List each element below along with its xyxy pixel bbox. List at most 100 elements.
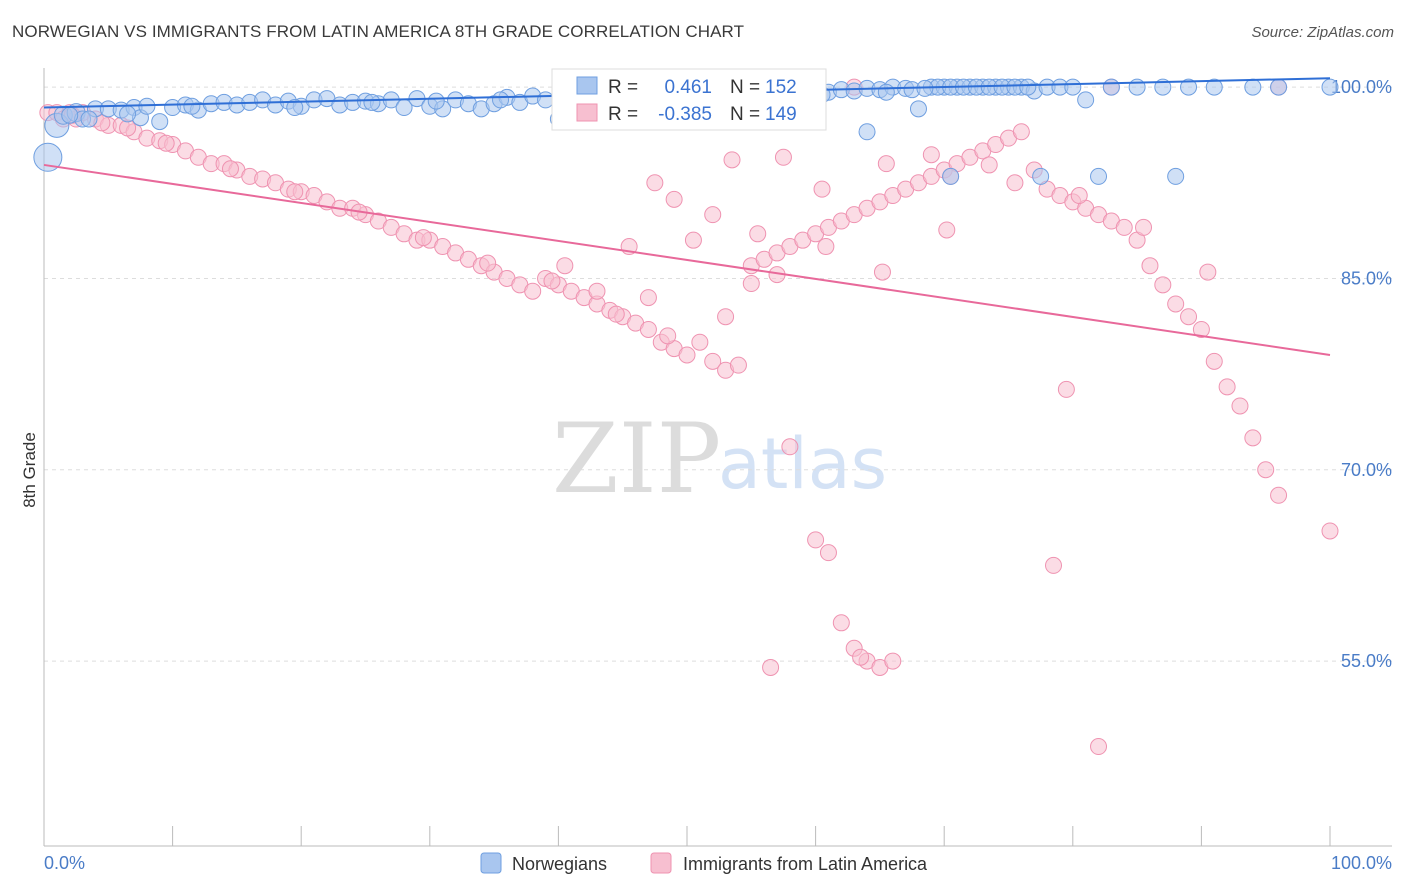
stats-blue-n-label: N = — [730, 77, 760, 98]
data-point — [1077, 91, 1095, 109]
data-point — [151, 113, 169, 131]
data-point — [1057, 380, 1075, 398]
data-point — [781, 438, 799, 456]
x-axis-ticks — [43, 826, 1331, 846]
stats-pink-r-label: R = — [608, 104, 638, 125]
data-point — [832, 614, 850, 632]
data-point — [1135, 218, 1153, 236]
data-point — [1257, 461, 1275, 479]
y-axis-label: 8th Grade — [20, 432, 39, 508]
data-point — [762, 658, 780, 676]
data-point — [877, 83, 895, 101]
stats-pink-n-value: 149 — [765, 104, 797, 125]
source-credit: Source: ZipAtlas.com — [1251, 24, 1394, 41]
data-point — [1244, 429, 1262, 447]
y-tick-label: 70.0% — [1341, 460, 1392, 480]
data-point — [922, 146, 940, 164]
data-point — [1205, 352, 1223, 370]
data-point — [678, 346, 696, 364]
data-point — [1032, 167, 1050, 185]
data-point — [909, 100, 927, 118]
data-point — [588, 282, 606, 300]
data-point — [1006, 174, 1024, 192]
legend-norwegians-swatch — [480, 852, 502, 874]
legend: Norwegians Immigrants from Latin America — [480, 852, 928, 874]
data-point — [1231, 397, 1249, 415]
data-point — [813, 180, 831, 198]
stats-pink-n-label: N = — [730, 104, 760, 125]
data-point — [1090, 167, 1108, 185]
data-point — [1321, 78, 1339, 96]
data-point — [1012, 123, 1030, 141]
data-point — [1045, 556, 1063, 574]
series-immigrants-points — [39, 78, 1339, 756]
data-point — [646, 174, 664, 192]
data-point — [119, 105, 137, 123]
data-point — [607, 305, 625, 323]
data-point — [61, 106, 79, 124]
legend-immigrants-swatch — [650, 852, 672, 874]
data-point — [157, 134, 175, 152]
data-point — [1270, 486, 1288, 504]
data-point — [556, 257, 574, 275]
data-point — [524, 282, 542, 300]
data-point — [774, 148, 792, 166]
data-point — [1205, 78, 1223, 96]
data-point — [543, 272, 561, 290]
data-point — [729, 356, 747, 374]
x-tick-label-min: 0.0% — [44, 853, 85, 873]
data-point — [1019, 78, 1037, 96]
stats-pink-swatch — [576, 103, 598, 122]
data-point — [723, 151, 741, 169]
data-point — [1167, 295, 1185, 313]
data-point — [884, 652, 902, 670]
data-point — [286, 183, 304, 201]
data-point — [742, 275, 760, 293]
data-point — [1154, 276, 1172, 294]
data-point — [1064, 78, 1082, 96]
data-point — [684, 231, 702, 249]
immigrants-trend-line — [43, 163, 1331, 356]
data-point — [659, 327, 677, 345]
data-point — [704, 206, 722, 224]
data-point — [221, 160, 239, 178]
data-point — [817, 238, 835, 256]
data-point — [858, 123, 876, 141]
data-point — [363, 93, 381, 111]
watermark-zip: ZIP — [552, 403, 721, 515]
data-point — [479, 254, 497, 272]
data-point — [639, 289, 657, 307]
stats-blue-r-value: 0.461 — [664, 77, 712, 98]
data-point — [183, 97, 201, 115]
stats-blue-n-value: 152 — [765, 77, 797, 98]
data-point — [717, 308, 735, 326]
data-point — [286, 99, 304, 117]
y-tick-label: 85.0% — [1341, 268, 1392, 288]
x-tick-label-max: 100.0% — [1331, 853, 1392, 873]
legend-immigrants-label: Immigrants from Latin America — [683, 854, 928, 874]
data-point — [873, 263, 891, 281]
data-point — [1199, 263, 1217, 281]
legend-norwegians-label: Norwegians — [512, 854, 607, 874]
stats-blue-swatch — [576, 76, 598, 95]
data-point — [537, 91, 555, 109]
data-point — [1115, 218, 1133, 236]
data-point — [852, 648, 870, 666]
data-point — [1167, 167, 1185, 185]
data-point — [1270, 78, 1288, 96]
y-tick-label: 100.0% — [1331, 77, 1392, 97]
data-point — [749, 225, 767, 243]
stats-blue-r-label: R = — [608, 77, 638, 98]
data-point — [819, 544, 837, 562]
data-point — [942, 167, 960, 185]
data-point — [1244, 78, 1262, 96]
data-point — [1192, 320, 1210, 338]
data-point — [639, 320, 657, 338]
data-point — [691, 333, 709, 351]
chart-title: NORWEGIAN VS IMMIGRANTS FROM LATIN AMERI… — [12, 22, 745, 41]
y-tick-label: 55.0% — [1341, 651, 1392, 671]
data-point — [1141, 257, 1159, 275]
data-point — [704, 352, 722, 370]
data-point — [80, 110, 98, 128]
